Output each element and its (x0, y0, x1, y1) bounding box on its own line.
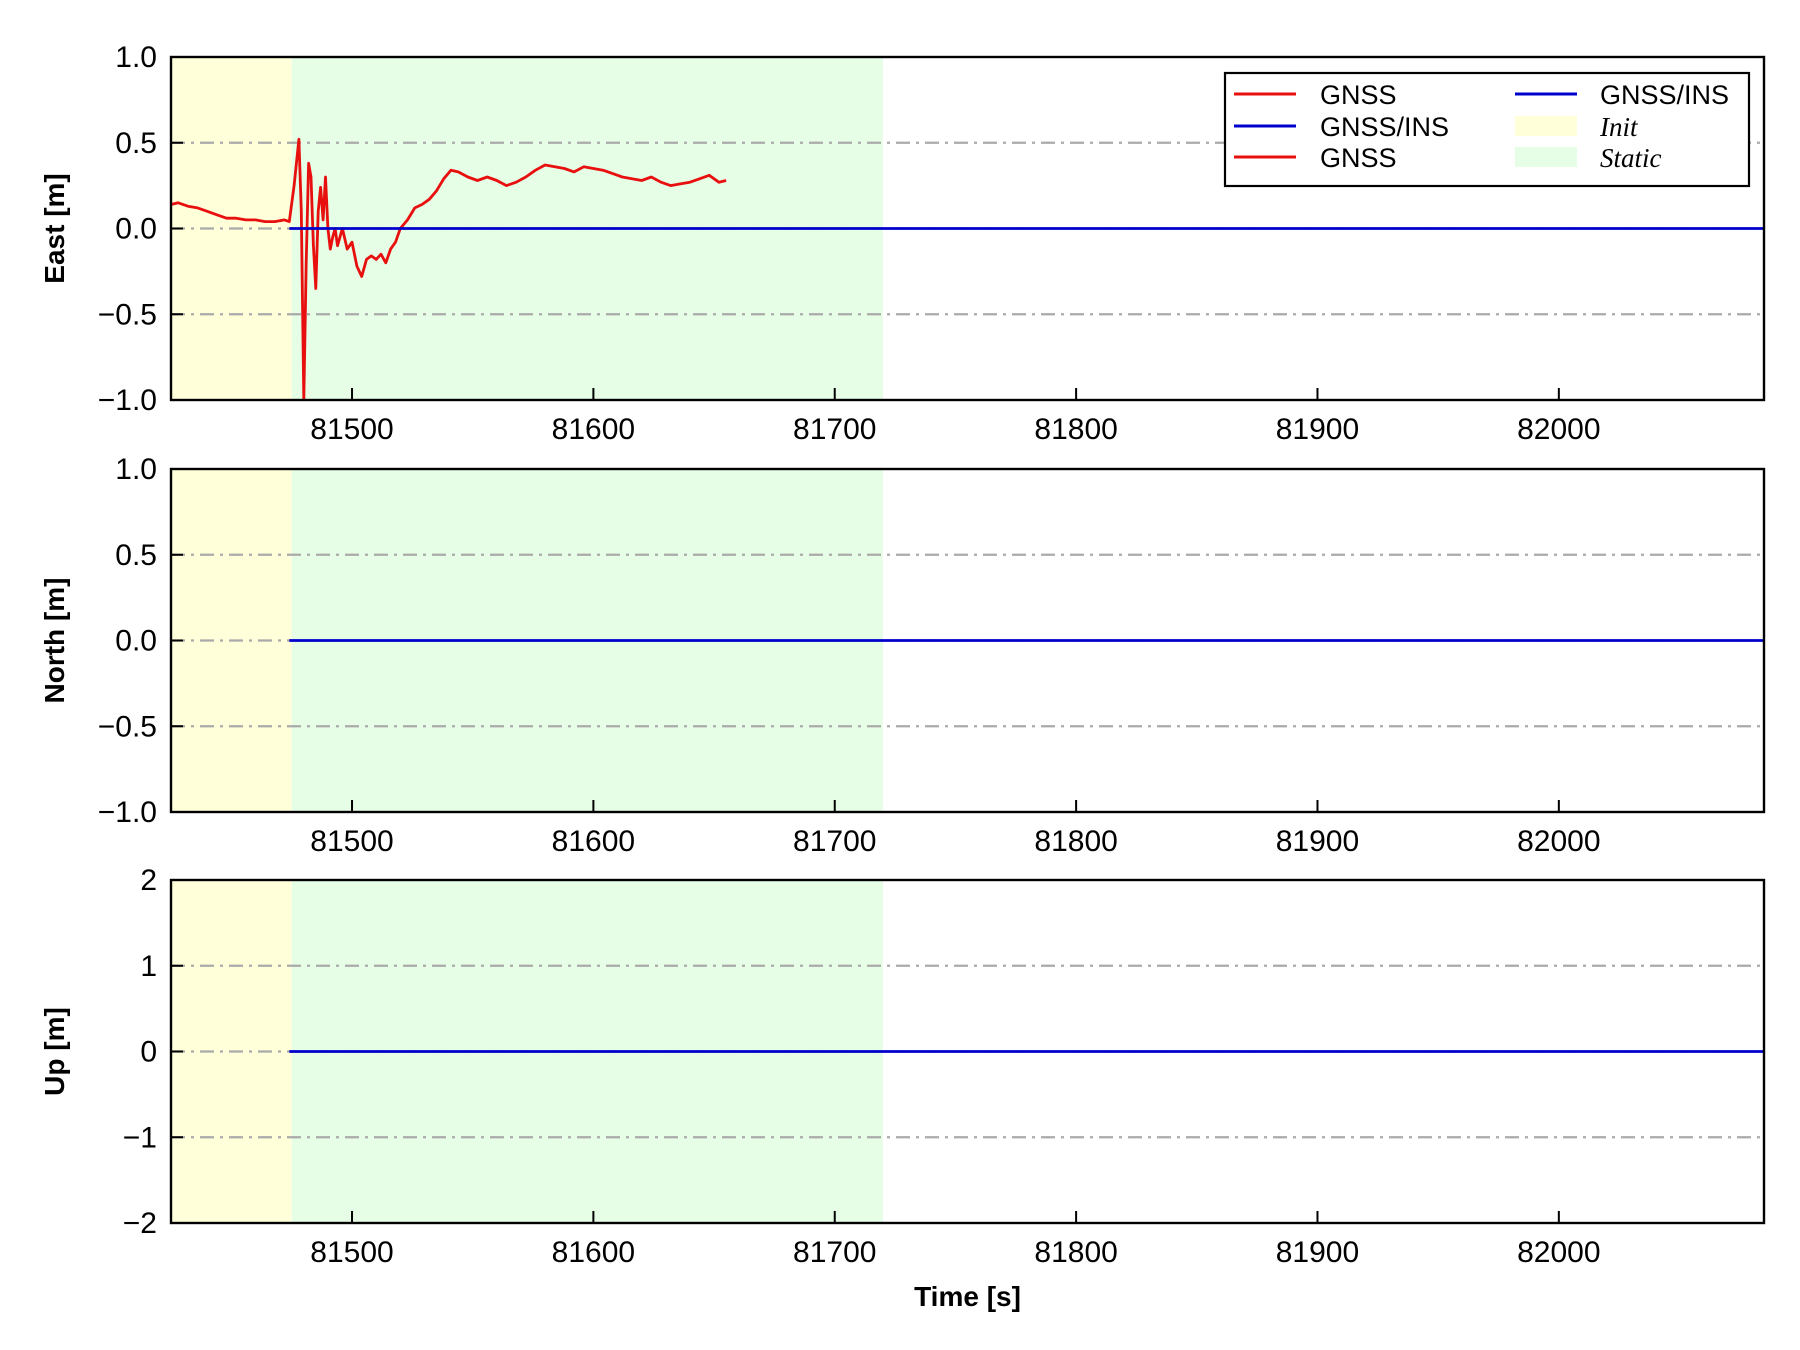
axes-panel-3: 81500 81600 81700 81800 81900 82000 −2 −1 0 1 2 Up … (39, 864, 1766, 1312)
y-axis-label: East [m] (39, 173, 70, 283)
y-tick-label: 0.5 (115, 539, 157, 572)
y-tick-label: −0.5 (98, 710, 157, 743)
legend-box (1223, 71, 1751, 188)
legend-item-gnss-ins-label: GNSS/INS (1320, 112, 1449, 142)
x-tick-label: 81800 (1034, 413, 1117, 446)
x-tick-label: 82000 (1517, 413, 1600, 446)
x-tick-label: 81700 (793, 1236, 876, 1269)
x-tick-label: 82000 (1517, 1236, 1600, 1269)
x-tick-label: 81900 (1276, 1236, 1359, 1269)
x-tick-label: 81800 (1034, 1236, 1117, 1269)
y-tick-label: 0.0 (115, 213, 157, 246)
x-tick-label: 81600 (552, 825, 635, 858)
x-axis-label: Time [s] (914, 1281, 1021, 1312)
axes-panel-2: 81500 81600 81700 81800 81900 82000 −1.0 −0.5 0.… (39, 453, 1766, 858)
series-group (171, 137, 1764, 400)
y-tick-label: 0 (140, 1036, 157, 1069)
y-tick-label: 0.5 (115, 127, 157, 160)
legend-item-init-swatch (1515, 116, 1577, 136)
y-tick-label: −1.0 (98, 796, 157, 829)
y-tick-label: 0.0 (115, 625, 157, 658)
y-tick-label: 1 (140, 950, 157, 983)
y-tick-label: −1 (123, 1121, 157, 1154)
y-tick-label: −1.0 (98, 384, 157, 417)
x-tick-label: 81500 (310, 413, 393, 446)
y-tick-label: −0.5 (98, 298, 157, 331)
x-tick-label: 81500 (310, 1236, 393, 1269)
y-tick-label: 2 (140, 864, 157, 897)
y-tick-label: 1.0 (115, 41, 157, 74)
y-tick-label: −2 (123, 1207, 157, 1240)
axes-panel-1: 81500 81600 81700 81800 81900 82000 −1.0 −0.5 0.… (39, 41, 1766, 446)
legend-item-gnss-label: GNSS (1320, 80, 1397, 110)
y-tick-label: 1.0 (115, 453, 157, 486)
x-tick-label: 81600 (552, 413, 635, 446)
x-tick-label: 81700 (793, 825, 876, 858)
x-tick-label: 81500 (310, 825, 393, 858)
x-tick-label: 81700 (793, 413, 876, 446)
y-axis-label: North [m] (39, 578, 70, 704)
x-tick-label: 81900 (1276, 825, 1359, 858)
x-tick-label: 81800 (1034, 825, 1117, 858)
legend-item-gnss-ins-label: GNSS/INS (1600, 80, 1729, 110)
x-tick-label: 81600 (552, 1236, 635, 1269)
legend-item-static-swatch (1515, 147, 1577, 167)
x-tick-label: 81900 (1276, 413, 1359, 446)
y-axis-label: Up [m] (39, 1007, 70, 1096)
legend-item-init-label: Init (1599, 112, 1639, 142)
x-tick-label: 82000 (1517, 825, 1600, 858)
series-line-gnss (171, 137, 727, 400)
legend-item-static-label: Static (1600, 143, 1662, 173)
legend-item-gnss-label: GNSS (1320, 143, 1397, 173)
